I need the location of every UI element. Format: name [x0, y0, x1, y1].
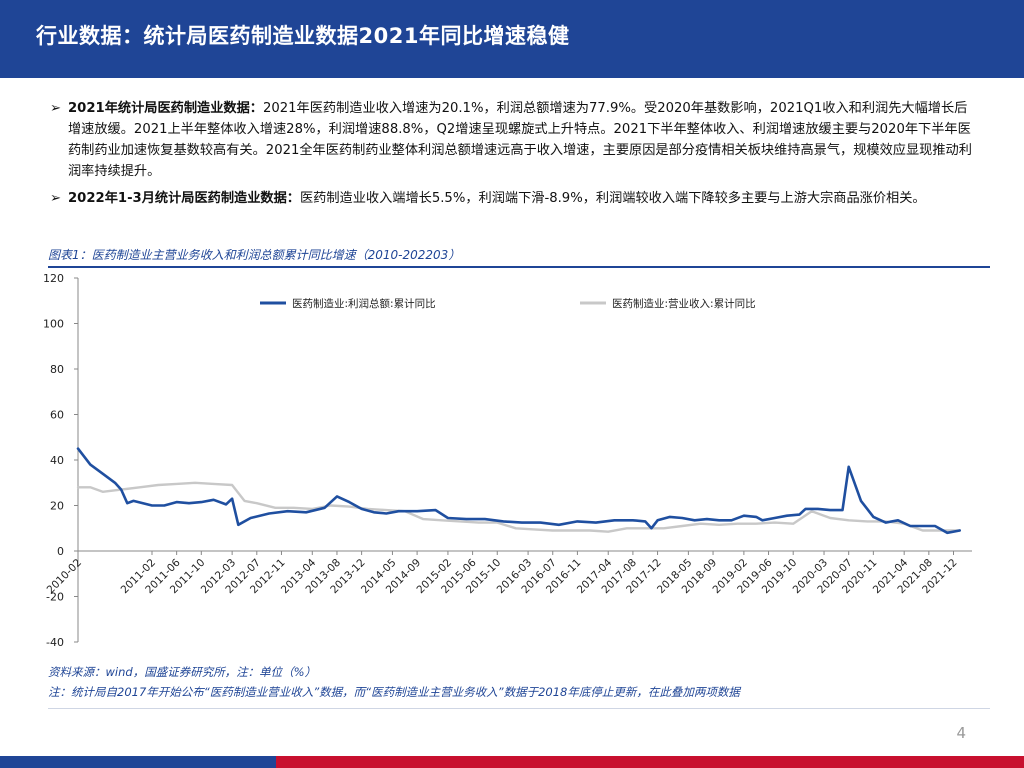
- chart-legend: 医药制造业:利润总额:累计同比 医药制造业:营业收入:累计同比: [260, 297, 756, 310]
- source-note: 资料来源：wind，国盛证券研究所，注：单位（%）: [48, 665, 317, 679]
- footer-bar-blue: [0, 756, 276, 768]
- figure-label: 图表1：医药制造业主营业务收入和利润总额累计同比增速（2010-202203）: [48, 248, 461, 262]
- slide-header: 行业数据：统计局医药制造业数据2021年同比增速稳健: [0, 0, 1024, 78]
- y-tick-label: 80: [50, 363, 64, 376]
- slide-title: 行业数据：统计局医药制造业数据2021年同比增速稳健: [36, 24, 570, 48]
- series-line: [76, 447, 961, 535]
- bullet-item: ➢ 2022年1-3月统计局医药制造业数据：医药制造业收入端增长5.5%，利润端…: [50, 188, 980, 209]
- y-tick-label: 40: [50, 454, 64, 467]
- y-tick-label: -40: [46, 636, 64, 649]
- y-tick-label: 0: [57, 545, 64, 558]
- y-tick-label: 100: [43, 318, 64, 331]
- bullet-item: ➢ 2021年统计局医药制造业数据：2021年医药制造业收入增速为20.1%，利…: [50, 98, 980, 182]
- y-tick-label: -20: [46, 591, 64, 604]
- arrow-bullet-icon: ➢: [50, 191, 62, 206]
- legend-label: 医药制造业:营业收入:累计同比: [612, 297, 756, 310]
- y-tick-label: 20: [50, 500, 64, 513]
- footer-bar-red: [276, 756, 1024, 768]
- y-tick-label: 60: [50, 409, 64, 422]
- bullet-lead: 2021年统计局医药制造业数据：: [68, 101, 263, 116]
- series-line: [76, 481, 961, 533]
- chart-lines: [76, 447, 961, 535]
- footnote: 注：统计局自2017年开始公布“医药制造业营业收入”数据，而“医药制造业主营业务…: [48, 685, 740, 699]
- figure-divider: [48, 266, 990, 268]
- bullet-lead: 2022年1-3月统计局医药制造业数据：: [68, 191, 300, 206]
- bottom-divider: [48, 708, 990, 709]
- arrow-bullet-icon: ➢: [50, 101, 62, 116]
- legend-label: 医药制造业:利润总额:累计同比: [292, 297, 436, 310]
- y-tick-label: 120: [43, 272, 64, 285]
- page-number: 4: [956, 724, 966, 742]
- bullet-list: ➢ 2021年统计局医药制造业数据：2021年医药制造业收入增速为20.1%，利…: [50, 98, 980, 215]
- bullet-text: 2021年医药制造业收入增速为20.1%，利润总额增速为77.9%。受2020年…: [68, 101, 972, 179]
- bullet-text: 医药制造业收入端增长5.5%，利润端下滑-8.9%，利润端较收入端下降较多主要与…: [299, 191, 926, 206]
